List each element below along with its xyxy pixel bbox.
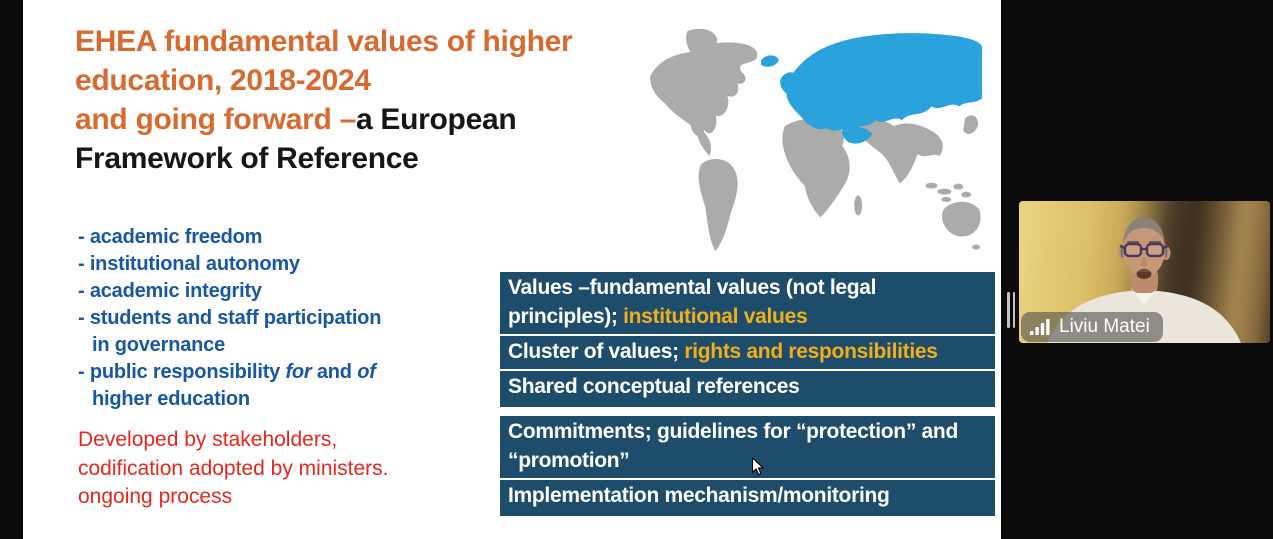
fundamental-values-list: - academic freedom - institutional auton… [78, 224, 381, 413]
title-line: and going forward –a European [75, 100, 572, 139]
text-segment: and [311, 361, 358, 383]
text-segment: a European [355, 103, 517, 136]
list-item: - academic integrity [78, 280, 262, 302]
title-line: Framework of Reference [75, 142, 419, 175]
list-item-continuation: higher education [92, 388, 250, 410]
panel-resize-handle[interactable] [1007, 292, 1017, 328]
shared-screen-slide: EHEA fundamental values of higher educat… [23, 0, 1001, 539]
text-segment: - public responsibility [78, 361, 286, 383]
text-segment-highlight: institutional values [623, 305, 808, 328]
text-segment-italic: of [357, 361, 376, 383]
participant-video-tile[interactable]: Liviu Matei [1019, 201, 1270, 343]
map-landmass-gray [649, 28, 981, 252]
participant-name-label: Liviu Matei [1021, 312, 1163, 342]
world-map-svg [649, 28, 983, 252]
mouse-cursor-icon [751, 456, 765, 476]
note-line: ongoing process [78, 485, 233, 508]
text-segment-highlight: rights and responsibilities [684, 340, 938, 363]
list-item: - academic freedom [78, 226, 263, 248]
table-row: Shared conceptual references [500, 371, 995, 407]
list-item-continuation: in governance [92, 334, 225, 356]
list-item: - institutional autonomy [78, 253, 300, 275]
title-line: EHEA fundamental values of higher [75, 25, 573, 58]
text-segment: and going forward – [75, 103, 356, 136]
text-segment: Shared conceptual references [508, 375, 800, 398]
text-segment: Commitments; guidelines for “protection”… [508, 420, 958, 472]
map-ehea-region-blue [760, 33, 983, 144]
world-map-image [648, 27, 985, 265]
note-line: Developed by stakeholders, [78, 428, 338, 451]
table-row: Commitments; guidelines for “protection”… [500, 416, 995, 478]
text-segment-italic: for [285, 361, 312, 383]
text-segment: Cluster of values; [508, 340, 685, 363]
text-segment: Implementation mechanism/monitoring [508, 484, 890, 507]
table-row: Implementation mechanism/monitoring [500, 480, 995, 516]
slide-title: EHEA fundamental values of higher educat… [75, 22, 573, 178]
table-row: Cluster of values; rights and responsibi… [500, 336, 995, 369]
process-note: Developed by stakeholders, codification … [78, 426, 389, 512]
title-line: education, 2018-2024 [75, 64, 371, 97]
participant-name: Liviu Matei [1059, 316, 1150, 337]
table-row: Values –fundamental values (not legal pr… [500, 272, 995, 334]
note-line: codification adopted by ministers. [78, 456, 389, 480]
audio-level-icon [1030, 319, 1050, 335]
text-segment: Values –fundamental values (not legal pr… [508, 276, 877, 328]
list-item: - public responsibility for and of [78, 359, 381, 386]
list-item: - students and staff participation [78, 307, 382, 329]
framework-table: Values –fundamental values (not legal pr… [500, 272, 995, 518]
